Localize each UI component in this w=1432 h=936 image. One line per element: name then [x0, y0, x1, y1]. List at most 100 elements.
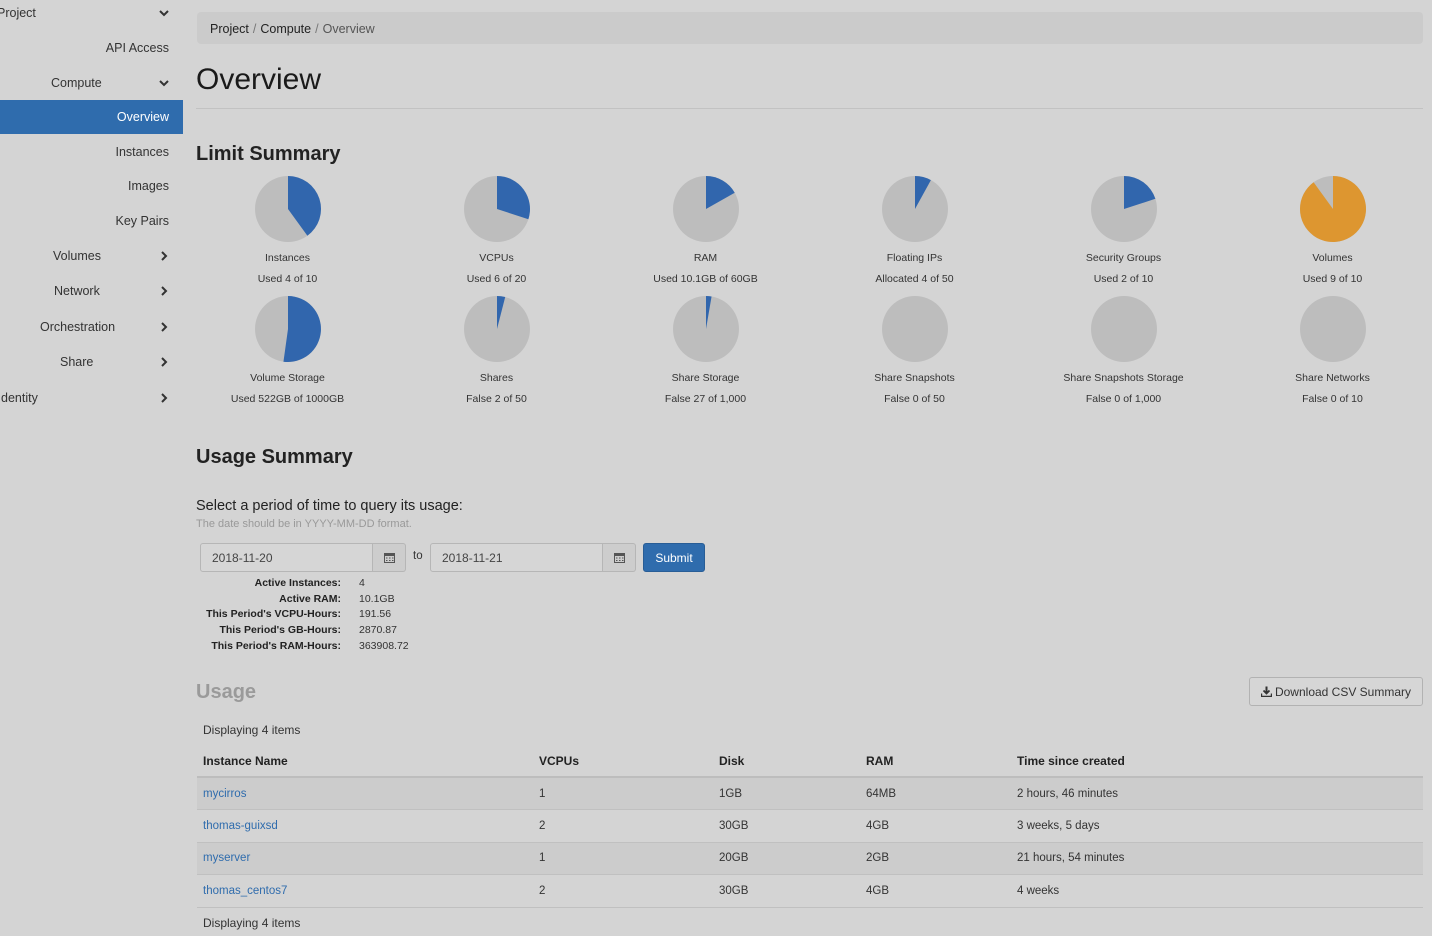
column-header-instance-name[interactable]: Instance Name [197, 746, 533, 778]
pie-slice-used [496, 176, 530, 220]
pie-chart-cell: Share Snapshots Storage False 0 of 1,000 [1019, 295, 1228, 405]
calendar-icon [613, 553, 625, 563]
table-row: mycirros 1 1GB 64MB 2 hours, 46 minutes [197, 777, 1423, 810]
start-date-group [200, 543, 406, 572]
chevron-right-icon [161, 322, 168, 332]
start-date-input[interactable] [200, 543, 373, 572]
instance-name-cell: myserver [197, 842, 533, 875]
sidebar-item-label: Share [60, 355, 94, 369]
stat-value: 4 [359, 577, 365, 589]
displaying-count-top: Displaying 4 items [203, 723, 301, 737]
pie-slice-used [705, 176, 735, 209]
pie-chart [254, 176, 321, 242]
pie-label: RAM [693, 252, 718, 264]
sidebar-item-label: dentity [1, 391, 38, 405]
sidebar-item-volumes[interactable]: Volumes [0, 239, 183, 273]
pie-slice-free [1299, 296, 1366, 362]
pie-label: Shares [479, 372, 514, 384]
sidebar-item-orchestration[interactable]: Orchestration [0, 310, 183, 344]
sidebar-item-network[interactable]: Network [0, 274, 183, 308]
pie-used-text: Used 4 of 10 [257, 273, 318, 285]
chevron-right-icon [161, 393, 168, 403]
breadcrumb-project[interactable]: Project [210, 22, 249, 36]
pie-used-text: False 0 of 1,000 [1085, 393, 1162, 405]
instance-link[interactable]: mycirros [203, 787, 247, 800]
disk-cell: 20GB [713, 842, 860, 875]
pie-chart [881, 296, 948, 362]
pie-slice-free [1090, 296, 1157, 362]
breadcrumb-compute[interactable]: Compute [260, 22, 312, 36]
sidebar-item-label: Instances [115, 145, 169, 159]
pie-chart [1299, 296, 1366, 362]
sidebar-item-label: Volumes [53, 249, 101, 263]
sidebar-item-compute[interactable]: Compute [0, 66, 183, 100]
stat-key: This Period's VCPU-Hours: [206, 608, 341, 621]
pie-chart-cell: Volume Storage Used 522GB of 1000GB [183, 295, 392, 405]
pie-chart [672, 176, 739, 242]
displaying-count-bottom: Displaying 4 items [203, 916, 301, 930]
breadcrumb-current: Overview [322, 22, 375, 36]
submit-button[interactable]: Submit [643, 543, 705, 572]
stat-key: This Period's RAM-Hours: [211, 639, 341, 652]
sidebar-item-images[interactable]: Images [0, 169, 183, 203]
pie-chart-cell: RAM Used 10.1GB of 60GB [601, 175, 810, 285]
to-label: to [413, 550, 423, 562]
pie-used-text: False 27 of 1,000 [664, 393, 747, 405]
vcpus-cell: 2 [533, 809, 713, 843]
column-header-vcpus[interactable]: VCPUs [533, 746, 713, 778]
age-cell: 2 hours, 46 minutes [1011, 777, 1423, 810]
usage-title: Usage [196, 681, 257, 703]
pie-slice-free [881, 296, 948, 362]
column-header-disk[interactable]: Disk [713, 746, 860, 778]
chevron-down-icon [159, 80, 169, 87]
pie-label: Share Networks [1295, 372, 1370, 384]
sidebar-item-share[interactable]: Share [0, 345, 183, 379]
sidebar-item-overview[interactable]: Overview [0, 100, 183, 134]
pie-used-text: False 2 of 50 [466, 393, 527, 405]
sidebar-item-label: API Access [105, 41, 169, 55]
sidebar-item-label: Key Pairs [115, 214, 170, 228]
download-csv-button[interactable]: Download CSV Summary [1249, 677, 1423, 706]
stat-value: 10.1GB [359, 592, 395, 605]
pie-label: Security Groups [1085, 252, 1162, 264]
instance-link[interactable]: thomas_centos7 [203, 884, 288, 897]
pie-slice-used [1123, 176, 1155, 209]
pie-label: Volumes [1312, 252, 1353, 264]
instance-link[interactable]: thomas-guixsd [203, 819, 278, 832]
pie-chart [254, 296, 321, 362]
pie-chart-cell: Share Storage False 27 of 1,000 [601, 295, 810, 405]
sidebar-item-project[interactable]: Project [0, 0, 183, 30]
title-divider [196, 108, 1423, 109]
pie-label: Share Snapshots Storage [1063, 372, 1184, 384]
pie-chart-cell: Share Snapshots False 0 of 50 [810, 295, 1019, 405]
stat-value: 363908.72 [359, 639, 409, 652]
pie-used-text: Allocated 4 of 50 [875, 273, 954, 285]
instance-link[interactable]: myserver [203, 852, 251, 865]
sidebar-item-label: Overview [116, 110, 169, 124]
limit-summary-title: Limit Summary [196, 143, 341, 165]
ram-cell: 4GB [860, 809, 1011, 843]
ram-cell: 4GB [860, 874, 1011, 908]
pie-slice-used [1299, 176, 1366, 242]
breadcrumb: Project / Compute / Overview [197, 12, 1423, 44]
instance-name-cell: mycirros [197, 777, 533, 810]
end-date-input[interactable] [430, 543, 603, 572]
download-icon [1260, 686, 1272, 697]
usage-table: Instance Name VCPUs Disk RAM Time since … [197, 746, 1423, 908]
column-header-ram[interactable]: RAM [860, 746, 1011, 778]
sidebar-item-instances[interactable]: Instances [0, 135, 183, 169]
column-header-time-since-created[interactable]: Time since created [1011, 746, 1423, 778]
start-calendar-button[interactable] [373, 543, 406, 572]
end-calendar-button[interactable] [603, 543, 636, 572]
sidebar-item-key-pairs[interactable]: Key Pairs [0, 204, 183, 238]
pie-label: Instances [265, 252, 310, 264]
sidebar-item-identity[interactable]: dentity [0, 381, 183, 415]
pie-chart [1299, 176, 1366, 242]
pie-label: Share Storage [671, 372, 740, 384]
pie-slice-used [496, 296, 505, 329]
pie-used-text: Used 522GB of 1000GB [230, 393, 345, 405]
calendar-icon [383, 553, 395, 563]
pie-slice-used [705, 296, 712, 329]
sidebar-item-api-access[interactable]: API Access [0, 31, 183, 65]
vcpus-cell: 1 [533, 777, 713, 810]
